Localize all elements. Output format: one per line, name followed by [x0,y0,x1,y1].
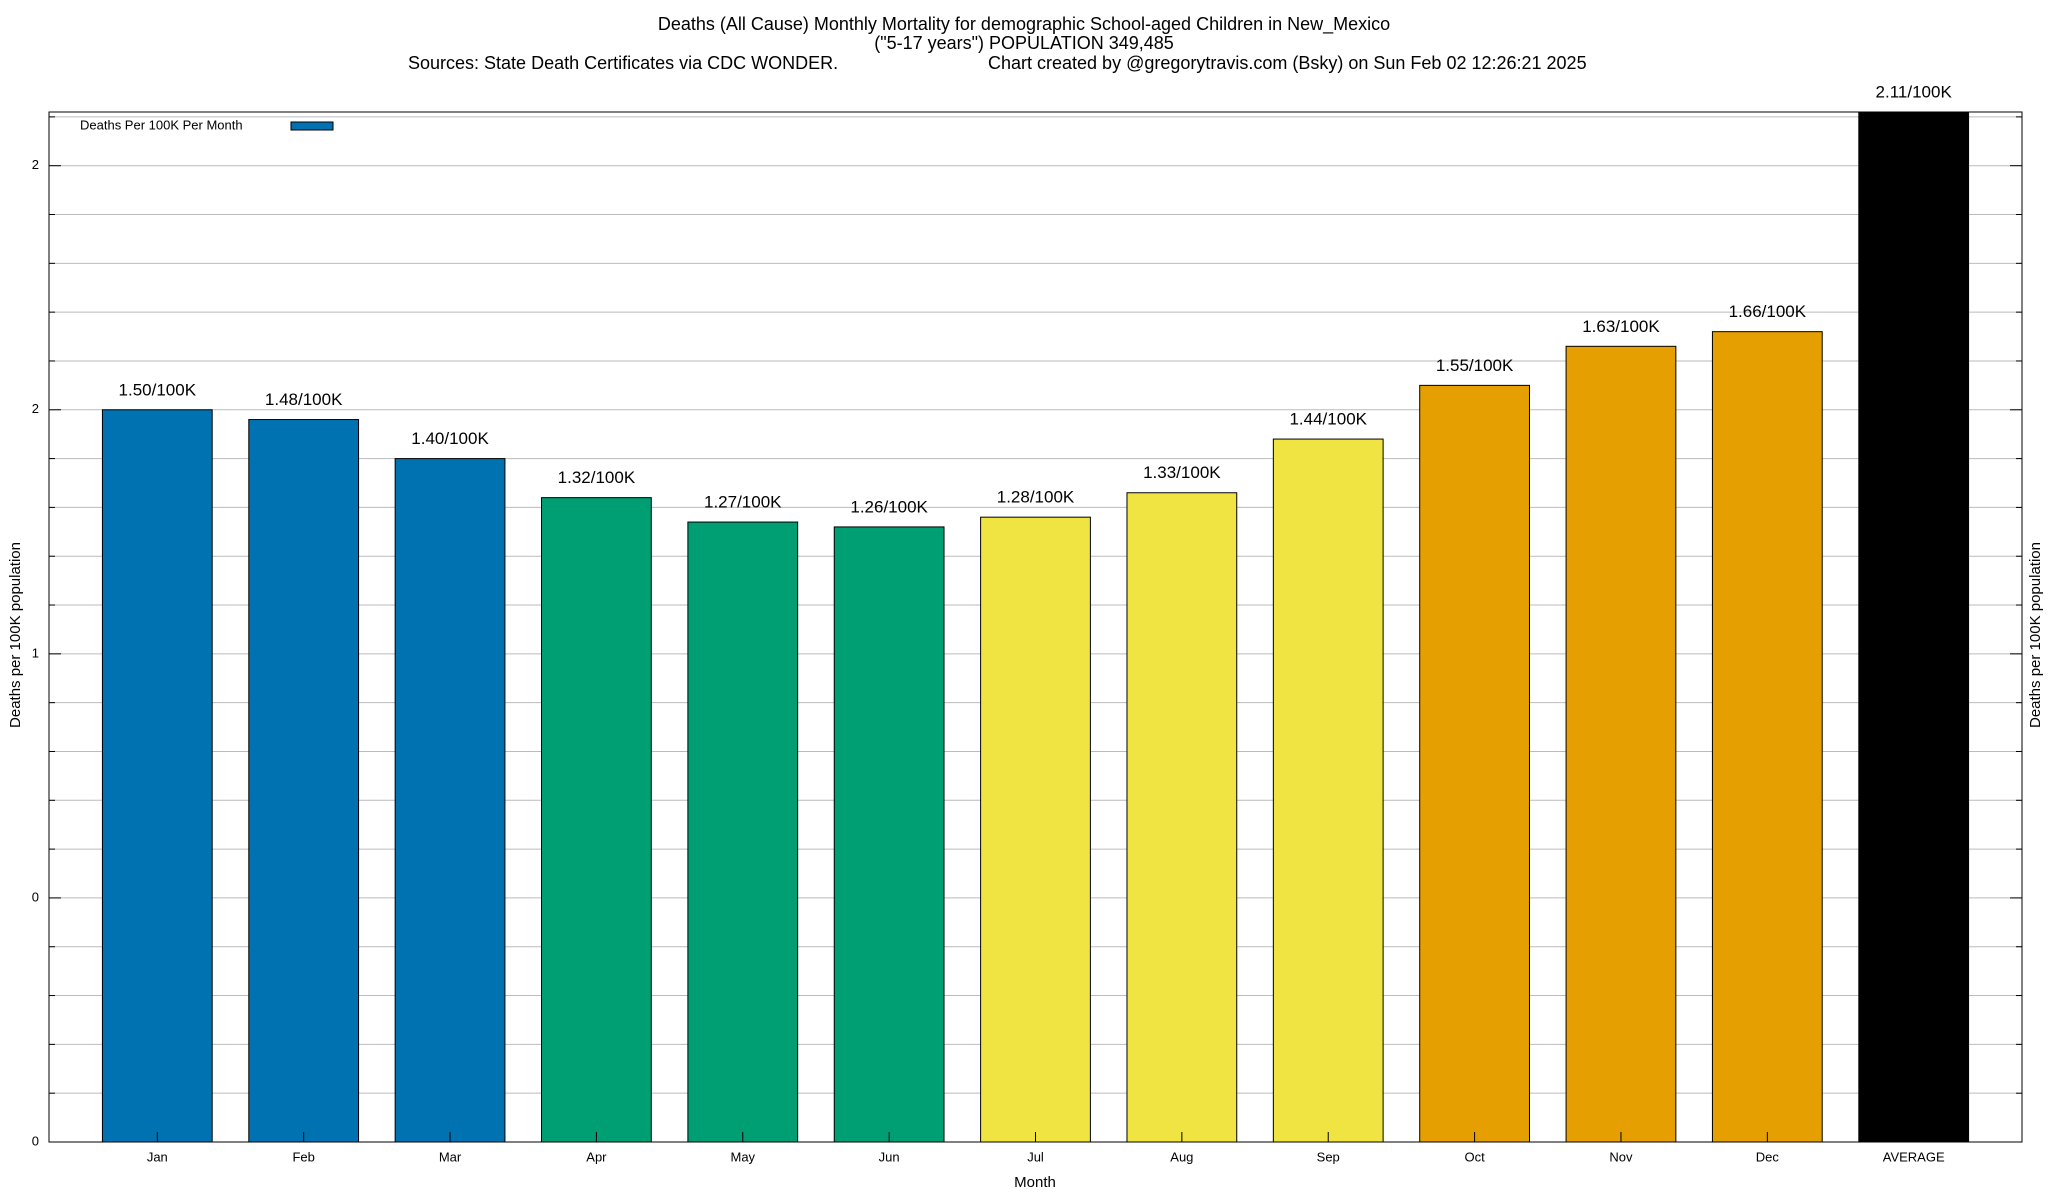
chart-subtitle: ("5-17 years") POPULATION 349,485 [874,33,1174,53]
bar [1272,438,1384,1143]
x-tick-label: Feb [292,1149,314,1164]
value-label: 1.63/100K [1582,317,1660,336]
x-tick-label: AVERAGE [1883,1149,1945,1164]
y-axis-label: Deaths per 100K population [7,542,24,728]
x-tick-label: Oct [1464,1149,1485,1164]
x-tick-label: Nov [1609,1149,1633,1164]
x-tick-label: Jan [147,1149,168,1164]
y-tick-label: 0 [32,889,39,904]
bar [248,419,360,1143]
legend-label: Deaths Per 100K Per Month [80,117,243,132]
bar [833,526,945,1143]
bar [1126,492,1238,1143]
x-tick-label: Jun [879,1149,900,1164]
value-label: 1.44/100K [1289,410,1367,429]
y-axis-label-right: Deaths per 100K population [2027,542,2044,728]
value-label: 1.50/100K [119,380,197,399]
chart-title: Deaths (All Cause) Monthly Mortality for… [658,14,1390,35]
bar [1419,384,1530,1143]
value-label: 1.40/100K [411,429,489,448]
y-tick-label: 1 [32,645,39,660]
y-tick-label: 2 [32,401,39,416]
value-label: 1.26/100K [850,497,928,516]
value-label: 1.33/100K [1143,463,1221,482]
x-axis-label: Month [1014,1174,1056,1191]
x-tick-label: Jul [1027,1149,1044,1164]
value-label: 1.48/100K [265,390,343,409]
x-tick-label: Apr [586,1149,607,1164]
x-tick-label: Aug [1170,1149,1193,1164]
bar [1711,331,1823,1143]
x-tick-label: Mar [439,1149,462,1164]
value-label: 1.27/100K [704,493,782,512]
value-label: 1.32/100K [558,468,636,487]
legend-swatch [290,121,334,131]
bar [980,516,1091,1143]
bar [541,497,652,1143]
bar [394,458,506,1143]
bar [1565,345,1677,1143]
x-tick-label: Dec [1756,1149,1780,1164]
y-tick-label: 2 [32,157,39,172]
chart-credit: Chart created by @gregorytravis.com (Bsk… [988,53,1587,73]
value-label: 1.28/100K [997,488,1075,507]
plot-border [48,111,2023,1143]
y-tick-label: 0 [32,1133,39,1148]
bar [1858,111,1970,1143]
x-tick-label: May [730,1149,755,1164]
bar [101,409,213,1143]
bar [687,521,799,1143]
x-tick-label: Sep [1317,1149,1340,1164]
value-label: 2.11/100K [1876,82,1953,101]
value-label: 1.66/100K [1729,302,1807,321]
chart-source: Sources: State Death Certificates via CD… [408,53,838,73]
value-label: 1.55/100K [1436,356,1514,375]
